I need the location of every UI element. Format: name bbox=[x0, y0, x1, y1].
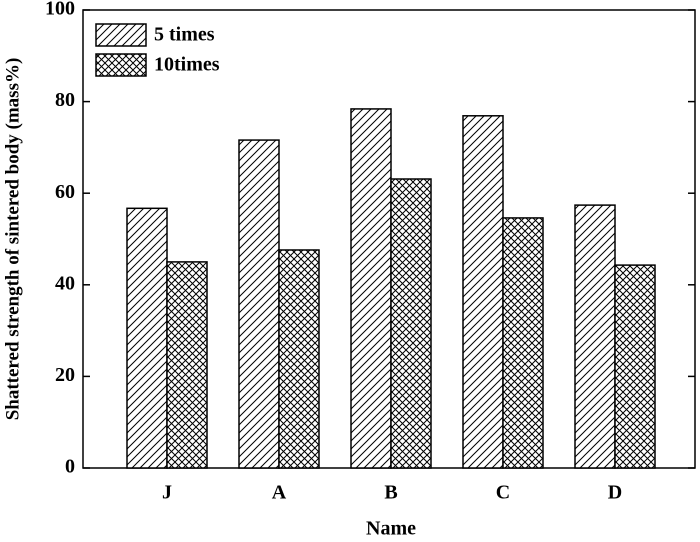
y-tick-label: 0 bbox=[65, 456, 75, 478]
x-tick-label: J bbox=[162, 482, 172, 504]
x-axis-label: Name bbox=[366, 518, 416, 540]
bar bbox=[126, 207, 168, 469]
x-tick-label: A bbox=[272, 482, 287, 504]
bar bbox=[166, 261, 208, 469]
bar bbox=[462, 115, 504, 469]
bar bbox=[502, 217, 544, 469]
y-tick-label: 20 bbox=[55, 364, 75, 386]
bar bbox=[350, 108, 392, 469]
legend-swatch bbox=[95, 53, 147, 77]
x-tick-label: D bbox=[608, 482, 622, 504]
bar bbox=[574, 204, 616, 469]
bar bbox=[614, 264, 656, 469]
legend-label: 5 times bbox=[154, 24, 215, 46]
x-tick-label: C bbox=[496, 482, 510, 504]
bar bbox=[238, 139, 280, 469]
bar bbox=[278, 249, 320, 469]
y-tick-label: 80 bbox=[55, 89, 75, 111]
legend-swatch bbox=[95, 23, 147, 47]
y-axis-label: Shattered strength of sintered body (mas… bbox=[2, 58, 23, 421]
bar bbox=[390, 178, 432, 469]
y-tick-label: 40 bbox=[55, 272, 75, 294]
x-tick-label: B bbox=[384, 482, 397, 504]
y-tick-label: 60 bbox=[55, 181, 75, 203]
y-tick-label: 100 bbox=[45, 0, 75, 20]
legend-label: 10times bbox=[154, 54, 220, 76]
